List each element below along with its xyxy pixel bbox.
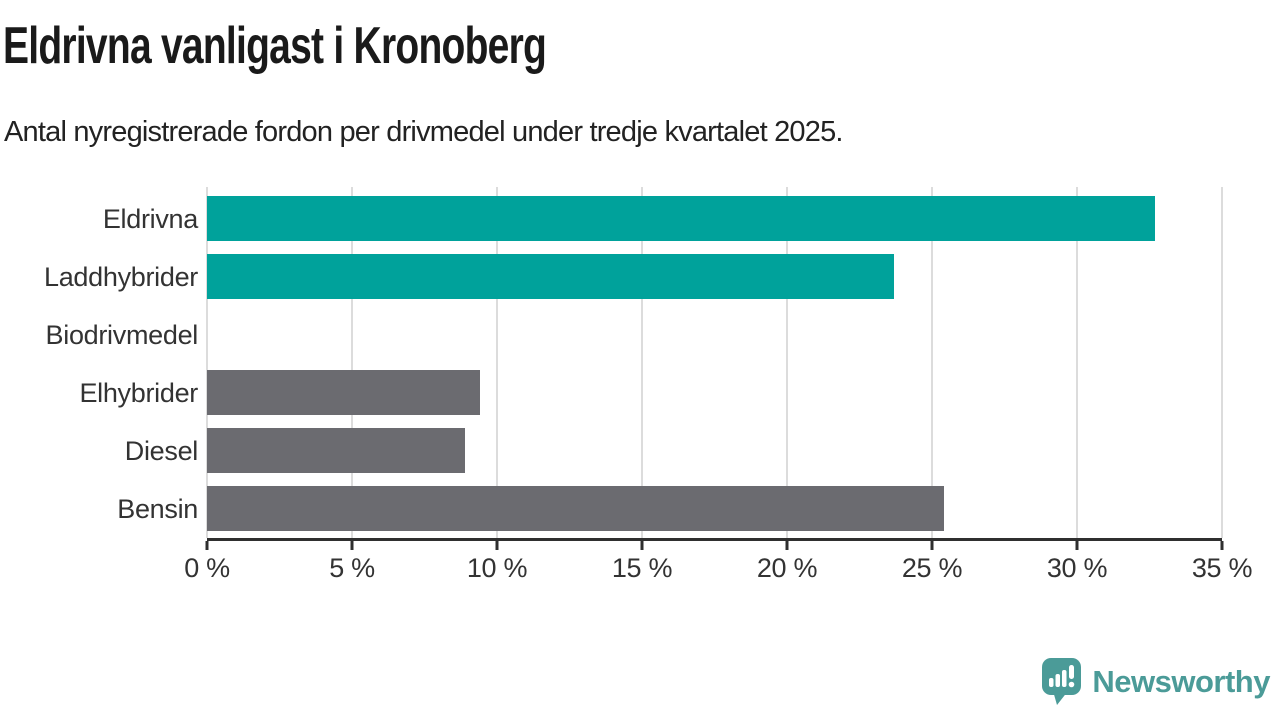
bar-elhybrider xyxy=(207,370,480,415)
gridline xyxy=(1076,187,1078,538)
chart-title: Eldrivna vanligast i Kronoberg xyxy=(3,17,547,75)
x-axis-tick xyxy=(350,541,354,550)
x-axis-tick xyxy=(1075,541,1079,550)
gridline xyxy=(206,187,208,538)
bar-laddhybrider xyxy=(207,254,895,299)
x-axis: 0 % 5 % 10 % 15 % 20 % 25 % 30 % 35 % xyxy=(184,538,1252,596)
x-axis-tick-label: 25 % xyxy=(901,553,963,583)
gridline xyxy=(786,187,788,538)
gridline xyxy=(931,187,933,538)
newsworthy-bubble-chart-icon xyxy=(1042,658,1082,705)
plot-area xyxy=(206,187,1223,538)
bar-eldrivna xyxy=(207,196,1156,241)
x-axis-tick-label: 0 % xyxy=(184,553,230,583)
x-axis-tick-label: 5 % xyxy=(329,553,375,583)
x-axis-tick-label: 30 % xyxy=(1046,553,1108,583)
chart-subtitle: Antal nyregistrerade fordon per drivmede… xyxy=(4,116,843,148)
x-axis-tick xyxy=(205,541,209,550)
x-axis-tick xyxy=(785,541,789,550)
y-axis-labels: Eldrivna Laddhybrider Biodrivmedel Elhybrid… xyxy=(0,190,198,538)
bar-diesel xyxy=(207,428,466,473)
gridline xyxy=(351,187,353,538)
x-axis-tick xyxy=(930,541,934,550)
category-label: Eldrivna xyxy=(102,204,198,234)
category-label: Elhybrider xyxy=(79,378,198,408)
newsworthy-brand-name: Newsworthy xyxy=(1092,663,1270,699)
gridline xyxy=(641,187,643,538)
x-axis-tick-label: 15 % xyxy=(611,553,673,583)
bar-bensin xyxy=(207,486,944,531)
x-axis-tick xyxy=(1220,541,1224,550)
gridline xyxy=(496,187,498,538)
category-label: Biodrivmedel xyxy=(45,320,199,350)
x-axis-tick-label: 20 % xyxy=(756,553,818,583)
category-label: Bensin xyxy=(117,494,198,524)
x-axis-tick-label: 10 % xyxy=(466,553,528,583)
category-label: Diesel xyxy=(124,436,199,466)
category-label: Laddhybrider xyxy=(43,262,198,292)
gridline xyxy=(1221,187,1223,538)
x-axis-tick-label: 35 % xyxy=(1191,553,1253,583)
x-axis-tick xyxy=(640,541,644,550)
newsworthy-logo: Newsworthy xyxy=(1041,657,1270,706)
x-axis-tick xyxy=(495,541,499,550)
